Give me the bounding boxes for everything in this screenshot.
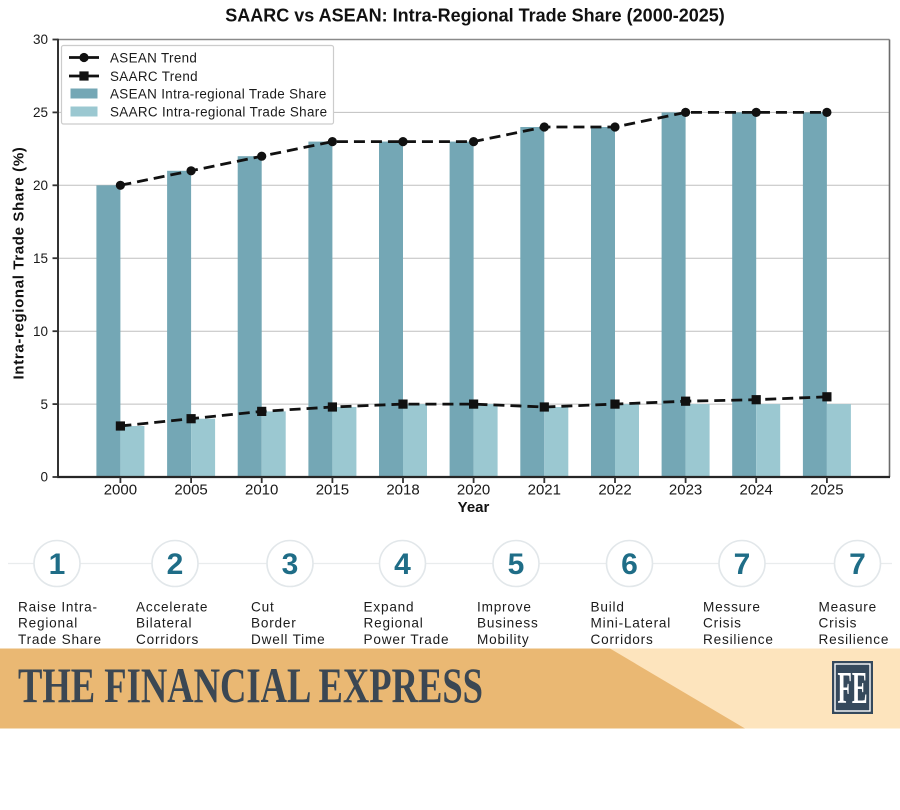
svg-text:15: 15 [33, 251, 48, 266]
svg-text:Regional: Regional [364, 616, 424, 631]
svg-text:Resilience: Resilience [703, 632, 774, 647]
svg-text:Mobility: Mobility [477, 632, 529, 647]
svg-text:2015: 2015 [316, 481, 349, 498]
svg-text:2020: 2020 [457, 481, 490, 498]
svg-text:Raise Intra-: Raise Intra- [18, 599, 98, 614]
svg-text:Bilateral: Bilateral [136, 616, 192, 631]
svg-text:25: 25 [33, 105, 48, 120]
svg-text:2021: 2021 [528, 481, 561, 498]
svg-text:0: 0 [40, 470, 48, 485]
svg-text:2025: 2025 [810, 481, 843, 498]
svg-text:2018: 2018 [386, 481, 419, 498]
svg-text:7: 7 [734, 548, 751, 581]
svg-text:Cut: Cut [251, 599, 275, 614]
svg-text:Accelerate: Accelerate [136, 599, 208, 614]
svg-text:FE: FE [838, 662, 868, 713]
svg-text:2024: 2024 [740, 481, 773, 498]
svg-text:4: 4 [394, 548, 411, 581]
svg-text:Corridors: Corridors [136, 632, 199, 647]
svg-text:Trade Share: Trade Share [18, 632, 102, 647]
svg-text:5: 5 [508, 548, 525, 581]
svg-text:Measure: Measure [819, 599, 878, 614]
svg-text:2: 2 [167, 548, 184, 581]
svg-text:Corridors: Corridors [591, 632, 654, 647]
svg-text:30: 30 [33, 32, 48, 47]
svg-text:SAARC vs ASEAN: Intra-Regional: SAARC vs ASEAN: Intra-Regional Trade Sha… [225, 6, 725, 26]
svg-text:20: 20 [33, 178, 48, 193]
svg-text:Build: Build [591, 599, 625, 614]
svg-text:Year: Year [458, 499, 490, 516]
svg-text:10: 10 [33, 324, 48, 339]
svg-text:SAARC Intra-regional Trade Sha: SAARC Intra-regional Trade Share [110, 104, 327, 119]
svg-text:Expand: Expand [364, 599, 415, 614]
svg-text:ASEAN Trend: ASEAN Trend [110, 50, 197, 65]
svg-text:2023: 2023 [669, 481, 702, 498]
svg-text:3: 3 [282, 548, 299, 581]
svg-text:Power Trade: Power Trade [364, 632, 450, 647]
svg-text:ASEAN Intra-regional Trade Sha: ASEAN Intra-regional Trade Share [110, 86, 327, 101]
svg-text:Business: Business [477, 616, 539, 631]
svg-text:Dwell Time: Dwell Time [251, 632, 325, 647]
svg-text:2010: 2010 [245, 481, 278, 498]
svg-text:1: 1 [49, 548, 66, 581]
svg-text:Border: Border [251, 616, 297, 631]
svg-text:2005: 2005 [174, 481, 207, 498]
svg-text:Mini-Lateral: Mini-Lateral [591, 616, 672, 631]
svg-text:Improve: Improve [477, 599, 532, 614]
svg-text:Messure: Messure [703, 599, 761, 614]
svg-text:Resilience: Resilience [819, 632, 890, 647]
svg-text:2022: 2022 [598, 481, 631, 498]
svg-text:2000: 2000 [104, 481, 137, 498]
svg-text:6: 6 [621, 548, 638, 581]
svg-text:5: 5 [40, 397, 48, 412]
svg-text:Crisis: Crisis [819, 616, 858, 631]
svg-text:Crisis: Crisis [703, 616, 742, 631]
svg-text:SAARC Trend: SAARC Trend [110, 69, 198, 84]
svg-text:Regional: Regional [18, 616, 78, 631]
svg-text:7: 7 [849, 548, 866, 581]
svg-text:THE FINANCIAL EXPRESS: THE FINANCIAL EXPRESS [18, 657, 483, 713]
svg-text:Intra-regional Trade Share (%): Intra-regional Trade Share (%) [11, 147, 28, 380]
